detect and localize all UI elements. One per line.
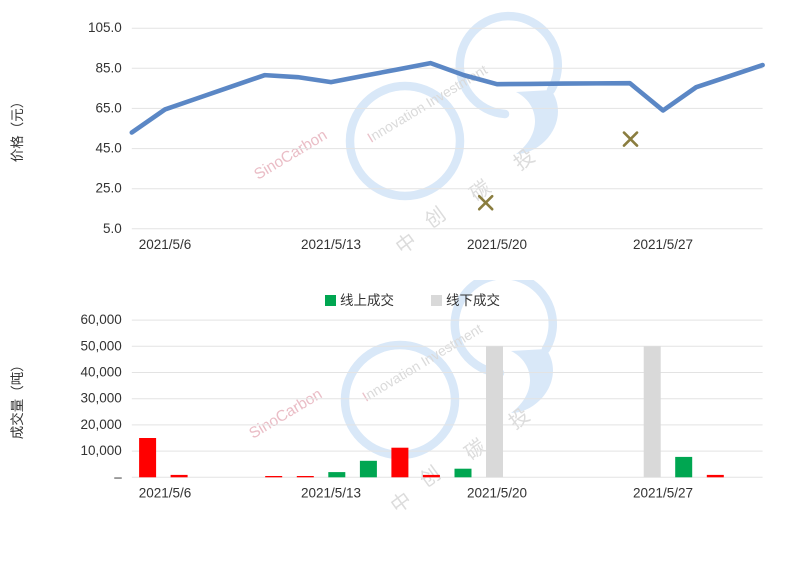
svg-text:线上成交: 线上成交 xyxy=(340,292,394,308)
svg-text:2021/5/20: 2021/5/20 xyxy=(467,485,527,500)
svg-text:40,000: 40,000 xyxy=(81,365,122,380)
svg-text:5.0: 5.0 xyxy=(103,221,122,236)
svg-text:–: – xyxy=(114,469,122,484)
svg-text:50,000: 50,000 xyxy=(81,338,122,353)
svg-text:价格（元）: 价格（元） xyxy=(10,95,25,163)
svg-text:105.0: 105.0 xyxy=(88,20,122,35)
svg-text:线下成交: 线下成交 xyxy=(446,292,500,308)
svg-text:30,000: 30,000 xyxy=(81,391,122,406)
svg-text:25.0: 25.0 xyxy=(96,181,122,196)
svg-text:20,000: 20,000 xyxy=(81,417,122,432)
svg-text:60,000: 60,000 xyxy=(81,312,122,327)
svg-text:2021/5/13: 2021/5/13 xyxy=(301,485,361,500)
svg-text:45.0: 45.0 xyxy=(96,141,122,156)
svg-text:2021/5/27: 2021/5/27 xyxy=(633,237,693,252)
svg-text:2021/5/27: 2021/5/27 xyxy=(633,485,693,500)
svg-text:65.0: 65.0 xyxy=(96,100,122,115)
svg-text:2021/5/6: 2021/5/6 xyxy=(139,237,192,252)
svg-text:2021/5/6: 2021/5/6 xyxy=(139,485,192,500)
svg-text:10,000: 10,000 xyxy=(81,443,122,458)
svg-text:2021/5/20: 2021/5/20 xyxy=(467,237,527,252)
svg-text:成交量（吨）: 成交量（吨） xyxy=(9,358,25,439)
svg-text:85.0: 85.0 xyxy=(96,60,122,75)
svg-text:2021/5/13: 2021/5/13 xyxy=(301,237,361,252)
